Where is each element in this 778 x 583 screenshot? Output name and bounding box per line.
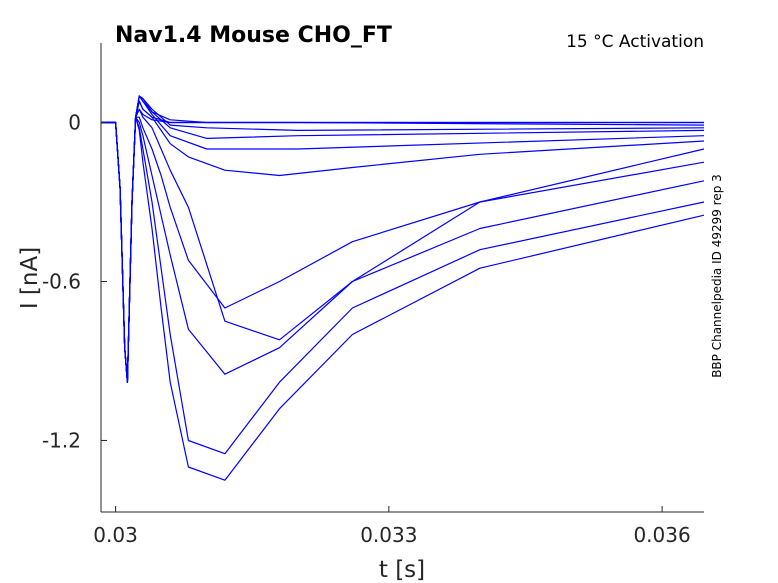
y-tick-label: -1.2	[42, 428, 81, 452]
x-axis-label: t [s]	[379, 557, 425, 583]
x-tick-label: 0.03	[93, 523, 138, 547]
x-tick-label: 0.033	[360, 523, 417, 547]
x-tick-label: 0.036	[633, 523, 690, 547]
channelpedia-id-note: BBP Channelpedia ID 49299 rep 3	[710, 174, 724, 378]
y-axis-label: I [nA]	[17, 247, 43, 309]
y-tick-label: -0.6	[42, 269, 81, 293]
current-trace-8	[101, 108, 705, 383]
current-trace-12	[101, 116, 705, 481]
current-trace-11	[101, 116, 705, 455]
protocol-annotation: 15 °C Activation	[566, 32, 704, 52]
current-trace-6	[101, 95, 705, 383]
plot-area	[101, 95, 705, 481]
chart-title: Nav1.4 Mouse CHO_FT	[115, 23, 392, 48]
x-ticks: 0.03 0.033 0.036	[93, 506, 691, 547]
y-ticks: 0 -0.6 -1.2	[42, 110, 107, 452]
y-tick-label: 0	[68, 110, 81, 134]
current-trace-1	[101, 108, 704, 383]
